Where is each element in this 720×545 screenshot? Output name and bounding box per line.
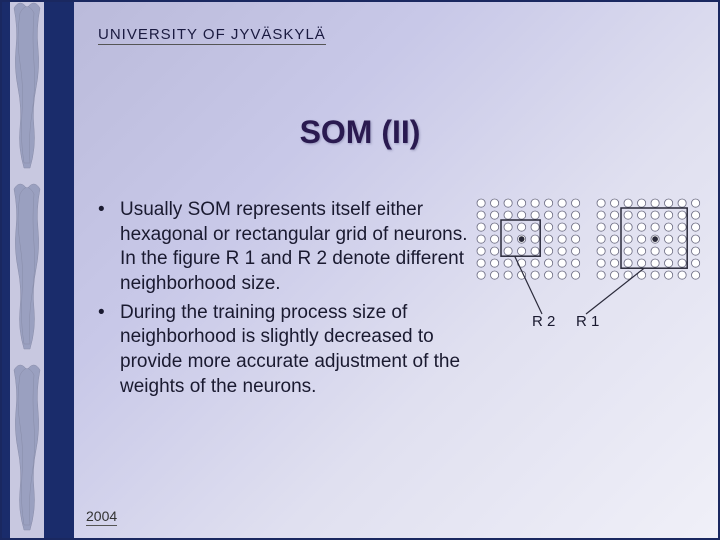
torch-icon — [10, 179, 44, 359]
sidebar — [2, 2, 74, 538]
university-label: UNIVERSITY OF JYVÄSKYLÄ — [98, 26, 326, 45]
torch-icon — [10, 0, 44, 178]
slide-title: SOM (II) — [2, 114, 718, 151]
bullet-text: During the training process size of neig… — [120, 301, 468, 400]
bullet-text: Usually SOM represents itself either hex… — [120, 198, 468, 297]
svg-text:R 2: R 2 — [532, 313, 555, 330]
body-content: • Usually SOM represents itself either h… — [98, 198, 468, 404]
svg-text:R 1: R 1 — [576, 313, 599, 330]
slide: UNIVERSITY OF JYVÄSKYLÄ SOM (II) • Usual… — [0, 0, 720, 540]
sidebar-torch-strip — [10, 2, 44, 538]
bullet-mark: • — [98, 198, 120, 297]
bullet-item: • Usually SOM represents itself either h… — [98, 198, 468, 297]
torch-icon — [10, 360, 44, 540]
bullet-mark: • — [98, 301, 120, 400]
som-diagram: R 2 R 1 — [476, 198, 704, 358]
footer-year: 2004 — [86, 508, 117, 526]
bullet-item: • During the training process size of ne… — [98, 301, 468, 400]
